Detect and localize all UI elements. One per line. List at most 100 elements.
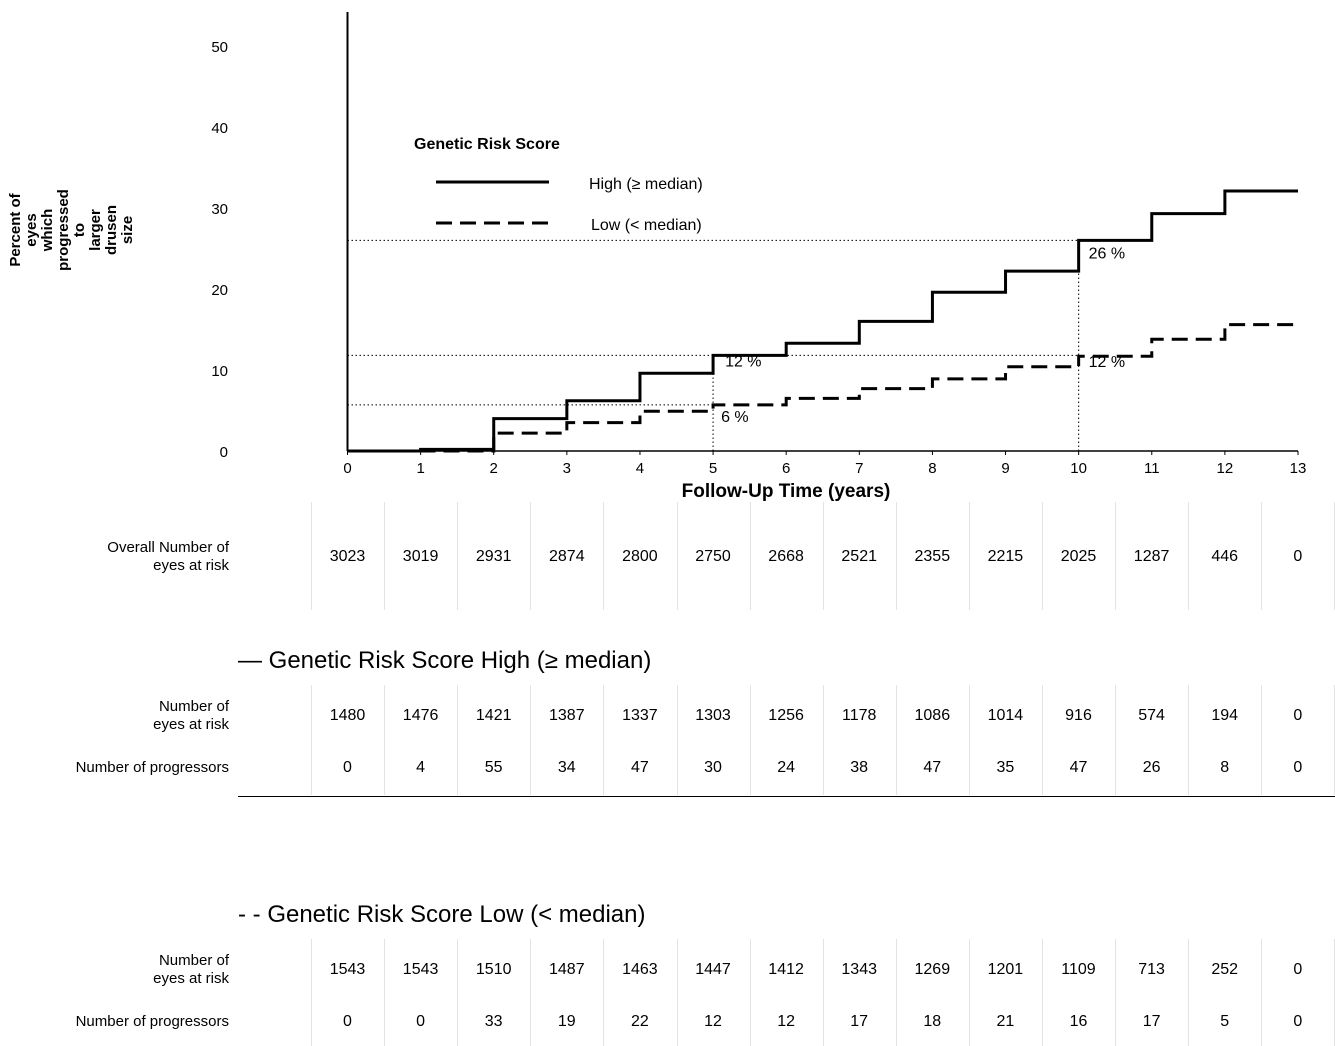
low-progressors-cell: 12 — [777, 1013, 795, 1030]
low-progressors-label: Number of progressors — [75, 1013, 229, 1030]
low-progressors-cell: 12 — [704, 1013, 722, 1030]
x-tick-label-5: 5 — [709, 460, 717, 477]
low-at-risk-cell: 1412 — [768, 961, 804, 978]
high-at-risk-cell: 1178 — [841, 707, 877, 724]
high-at-risk-cell: 1476 — [402, 707, 439, 724]
high-progressors-cell: 26 — [1142, 759, 1161, 776]
low-col-separator — [1188, 939, 1190, 1046]
low-at-risk-cell: 1543 — [329, 961, 366, 978]
overall-col-separator — [603, 502, 605, 610]
overall-col-separator — [1042, 502, 1043, 610]
high-progressors-label: Number of progressors — [75, 759, 229, 776]
overall-at-risk-cell: 2215 — [987, 548, 1024, 565]
low-col-separator — [895, 939, 897, 1046]
annotation-3: 6 % — [721, 409, 749, 426]
high-progressors-cell: 47 — [1069, 759, 1088, 776]
high-col-separator — [457, 685, 459, 795]
annotation-1: 12 % — [725, 353, 761, 370]
overall-col-separator — [1188, 502, 1190, 610]
series-low-line — [347, 323, 1298, 453]
low-progressors-cell: 22 — [630, 1013, 649, 1030]
high-col-separator — [895, 685, 897, 795]
overall-at-risk-cell: 0 — [1293, 548, 1303, 565]
overall-col-separator — [384, 502, 386, 610]
low-at-risk-cell: 1543 — [402, 961, 439, 978]
low-col-separator — [1115, 939, 1117, 1046]
high-progressors-cell: 0 — [343, 759, 352, 776]
x-tick-label-3: 3 — [563, 460, 571, 477]
overall-at-risk-label: Overall Number of eyes at risk — [107, 539, 229, 574]
x-tick-label-6: 6 — [782, 460, 790, 477]
table-divider — [238, 796, 1335, 797]
low-progressors-cell: 33 — [484, 1013, 503, 1030]
high-progressors-cell: 47 — [630, 759, 649, 776]
low-progressors-cell: 5 — [1220, 1013, 1230, 1030]
x-tick-label-12: 12 — [1217, 460, 1234, 477]
overall-col-separator — [1261, 502, 1263, 610]
high-at-risk-cell: 1337 — [622, 707, 658, 724]
low-at-risk-cell: 1343 — [841, 961, 877, 978]
low-progressors-cell: 0 — [416, 1013, 426, 1030]
overall-col-separator — [530, 502, 532, 610]
legend-title: Genetic Risk Score — [414, 136, 560, 153]
x-tick-label-9: 9 — [1001, 460, 1009, 477]
low-at-risk-cell: 1201 — [987, 961, 1024, 978]
low-progressors-cell: 21 — [996, 1013, 1015, 1030]
high-col-separator — [530, 685, 532, 795]
overall-col-separator — [457, 502, 459, 610]
overall-at-risk-cell: 2874 — [549, 548, 585, 565]
high-at-risk-cell: 1387 — [549, 707, 585, 724]
y-axis-label: Percent of eyes which progressed to larg… — [7, 189, 136, 271]
x-tick-label-11: 11 — [1144, 460, 1160, 477]
high-progressors-cell: 0 — [1293, 759, 1303, 776]
high-progressors-cell: 8 — [1220, 759, 1230, 776]
low-at-risk-cell: 713 — [1138, 961, 1165, 978]
overall-col-separator — [311, 502, 312, 610]
y-tick-label-20: 20 — [211, 282, 228, 299]
x-tick-label-7: 7 — [855, 460, 863, 477]
overall-at-risk-cell: 2025 — [1060, 548, 1097, 565]
overall-at-risk-cell: 2668 — [768, 548, 804, 565]
low-col-separator — [676, 939, 678, 1046]
overall-at-risk-cell: 1287 — [1133, 548, 1170, 565]
low-at-risk-cell: 1510 — [475, 961, 512, 978]
high-col-separator — [822, 685, 824, 795]
x-tick-label-1: 1 — [416, 460, 424, 477]
overall-col-separator — [749, 502, 751, 610]
low-progressors-cell: 16 — [1069, 1013, 1088, 1030]
high-at-risk-cell: 1421 — [475, 707, 512, 724]
low-section-title: - - Genetic Risk Score Low (< median) — [238, 901, 646, 928]
low-progressors-cell: 17 — [850, 1013, 869, 1030]
overall-col-separator — [676, 502, 678, 610]
high-progressors-cell: 55 — [484, 759, 503, 776]
annotation-2: 12 % — [1089, 354, 1125, 371]
low-col-separator — [603, 939, 605, 1046]
low-at-risk-cell: 1269 — [914, 961, 951, 978]
low-at-risk-cell: 1109 — [1061, 961, 1096, 978]
high-col-separator — [311, 685, 312, 795]
high-col-separator — [749, 685, 751, 795]
x-tick-label-2: 2 — [490, 460, 498, 477]
low-col-separator — [822, 939, 824, 1046]
series-high-line — [347, 189, 1298, 453]
overall-at-risk-cell: 446 — [1211, 548, 1239, 565]
low-col-separator — [311, 939, 312, 1046]
low-col-separator — [1261, 939, 1263, 1046]
overall-at-risk-cell: 2931 — [475, 548, 512, 565]
low-progressors-cell: 17 — [1142, 1013, 1161, 1030]
high-col-separator — [1261, 685, 1263, 795]
low-progressors-cell: 18 — [923, 1013, 942, 1030]
high-progressors-cell: 30 — [704, 759, 722, 776]
high-at-risk-cell: 574 — [1138, 707, 1165, 724]
y-tick-label-10: 10 — [211, 363, 228, 380]
low-col-separator — [749, 939, 751, 1046]
annotation-0: 26 % — [1089, 245, 1125, 262]
high-progressors-cell: 38 — [850, 759, 869, 776]
high-at-risk-cell: 1086 — [914, 707, 951, 724]
high-progressors-cell: 47 — [923, 759, 942, 776]
low-col-separator — [384, 939, 386, 1046]
high-col-separator — [1115, 685, 1117, 795]
high-progressors-cell: 4 — [416, 759, 426, 776]
x-tick-label-10: 10 — [1070, 460, 1087, 477]
